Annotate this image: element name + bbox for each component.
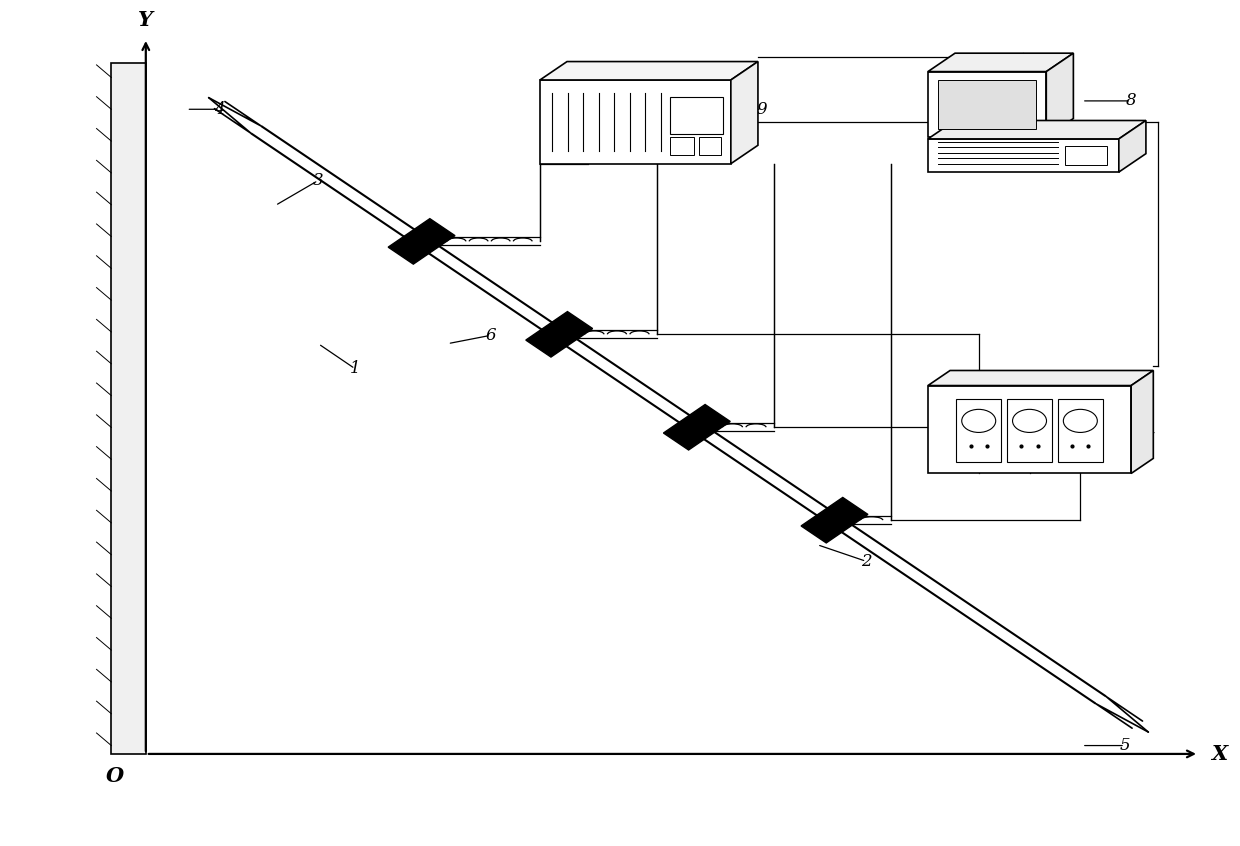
Bar [937, 80, 1037, 129]
Bar [1058, 398, 1102, 462]
Bar [699, 137, 720, 156]
Bar [112, 63, 146, 754]
Text: 3: 3 [312, 172, 324, 189]
Polygon shape [928, 371, 1153, 386]
Bar [1007, 398, 1052, 462]
Text: 9: 9 [756, 101, 768, 118]
Text: X: X [1211, 744, 1228, 764]
Circle shape [1013, 409, 1047, 432]
Text: 8: 8 [1126, 92, 1136, 109]
Text: 4: 4 [215, 101, 224, 118]
Polygon shape [928, 120, 1146, 139]
Text: 7: 7 [1145, 431, 1154, 448]
Circle shape [962, 409, 996, 432]
Polygon shape [539, 62, 758, 80]
Text: O: O [105, 766, 124, 787]
Polygon shape [388, 218, 455, 264]
Text: 6: 6 [485, 327, 496, 343]
Polygon shape [928, 53, 1074, 72]
Bar [670, 96, 723, 135]
Circle shape [1064, 409, 1097, 432]
Polygon shape [526, 311, 593, 357]
Text: Y: Y [139, 10, 154, 30]
Text: 5: 5 [1120, 737, 1131, 754]
Bar [928, 72, 1047, 137]
Bar [1065, 146, 1107, 165]
Polygon shape [1047, 53, 1074, 137]
Bar [928, 386, 1131, 474]
Polygon shape [1131, 371, 1153, 474]
Polygon shape [1118, 120, 1146, 172]
Polygon shape [730, 62, 758, 163]
Bar [539, 80, 730, 163]
Polygon shape [801, 497, 868, 543]
Bar [956, 398, 1001, 462]
Polygon shape [663, 404, 730, 450]
Bar [670, 137, 694, 156]
Text: 2: 2 [861, 553, 872, 570]
Text: 1: 1 [350, 360, 361, 377]
Bar [928, 139, 1118, 172]
